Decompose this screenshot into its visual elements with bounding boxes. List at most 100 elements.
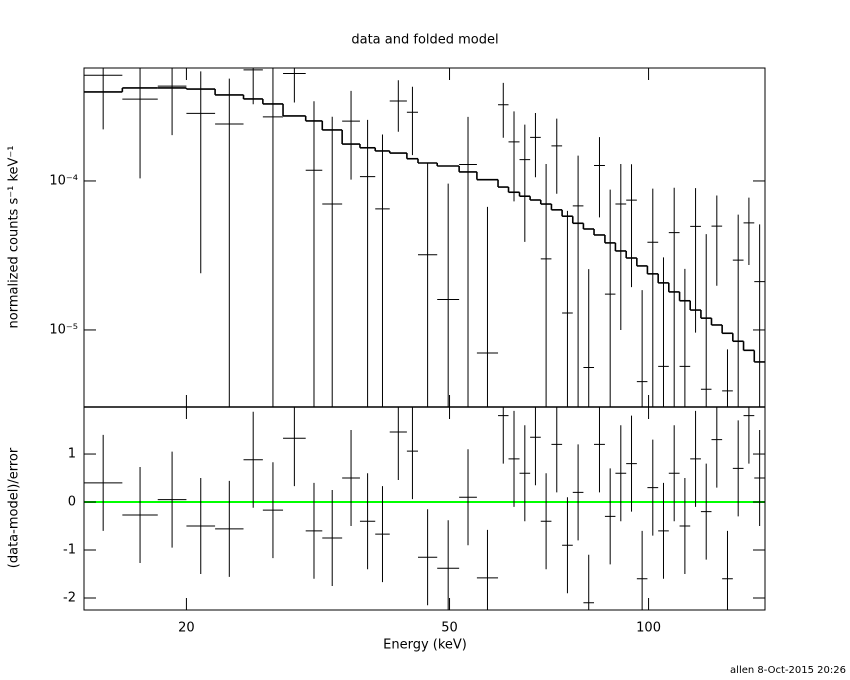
residual-point [700,463,712,560]
residual-point [754,430,765,527]
residual-point [215,480,244,577]
data-point [636,290,648,407]
data-point [668,187,680,407]
data-point [679,268,691,407]
data-point [459,116,477,407]
data-point [262,68,284,407]
data-point [186,71,216,274]
y-tick-label: -2 [63,591,76,606]
y-tick-label: -1 [63,543,76,558]
data-point [562,210,573,407]
data-point [84,68,123,130]
data-point [406,86,418,156]
data-point [283,68,306,103]
residual-point [615,425,627,522]
x-tick-label: 100 [636,621,661,636]
data-point [658,257,669,407]
y-tick-label: 0 [68,495,76,510]
data-point [626,164,637,288]
residual-point [157,451,187,548]
residual-point [243,411,263,508]
data-point [122,68,158,179]
data-point [508,111,520,202]
data-point [305,101,323,407]
top-plot-area [84,68,765,407]
data-point [700,234,712,407]
footer: allen 8-Oct-2015 20:26 [730,665,846,676]
residual-point [417,509,438,606]
data-point [437,183,460,407]
residual-point [594,407,605,493]
residual-point [679,478,691,575]
residual-point [604,468,616,565]
residual-point [262,462,284,559]
residual-point [658,482,669,579]
data-point [375,134,390,407]
y-tick-label: 10⁻⁴ [49,173,78,188]
data-point [157,68,187,136]
data-point [215,78,244,407]
residual-point [540,473,552,570]
data-point [743,197,755,265]
data-point [604,189,616,407]
data-point [722,349,733,407]
data-point [342,90,360,180]
residual-point [476,529,499,610]
residual-point [711,407,723,488]
y-tick-label: 10⁻⁵ [49,322,78,337]
data-point [551,118,563,194]
residual-point [359,473,376,570]
residual-point [743,407,755,464]
model-riser [121,87,756,362]
residual-point [437,520,460,610]
data-point [732,214,744,407]
residual-point [84,434,123,531]
residual-point [342,430,360,527]
data-point [594,137,605,218]
y-tick-label: 1 [68,447,76,462]
data-point [476,206,499,407]
data-point [498,82,509,138]
residual-point [186,478,216,575]
data-point [754,224,765,407]
data-point [572,155,584,407]
residual-point [283,407,306,487]
data-point [690,188,701,333]
residual-point [519,425,531,522]
residual-point [389,407,407,480]
residual-point [508,410,520,507]
x-axis-label: Energy (keV) [383,638,467,653]
residual-point [122,466,158,563]
residual-point [636,530,648,610]
x-tick-label: 50 [441,621,458,636]
data-point [540,163,552,407]
chart-title: data and folded model [351,33,498,48]
data-point [530,112,541,178]
residual-point [732,420,744,517]
x-tick-label: 20 [178,621,195,636]
top-y-axis-label: normalized counts s⁻¹ keV⁻¹ [7,146,22,329]
residual-point [530,407,541,486]
residual-point [551,407,563,493]
data-point [322,116,343,407]
data-point [417,162,438,407]
residual-point [305,482,323,579]
residual-point [459,449,477,546]
data-point [359,119,376,407]
residual-point [626,415,637,512]
residual-point [722,530,733,610]
data-point [711,195,723,286]
residual-point [690,410,701,507]
residual-point [322,490,343,587]
data-point [243,68,263,105]
residual-point [647,439,659,536]
residual-point [583,554,595,610]
data-point [647,188,659,407]
residual-point [572,444,584,541]
residual-point [375,486,390,583]
data-point [583,269,595,407]
residual-point [668,425,680,522]
residual-point [562,497,573,594]
